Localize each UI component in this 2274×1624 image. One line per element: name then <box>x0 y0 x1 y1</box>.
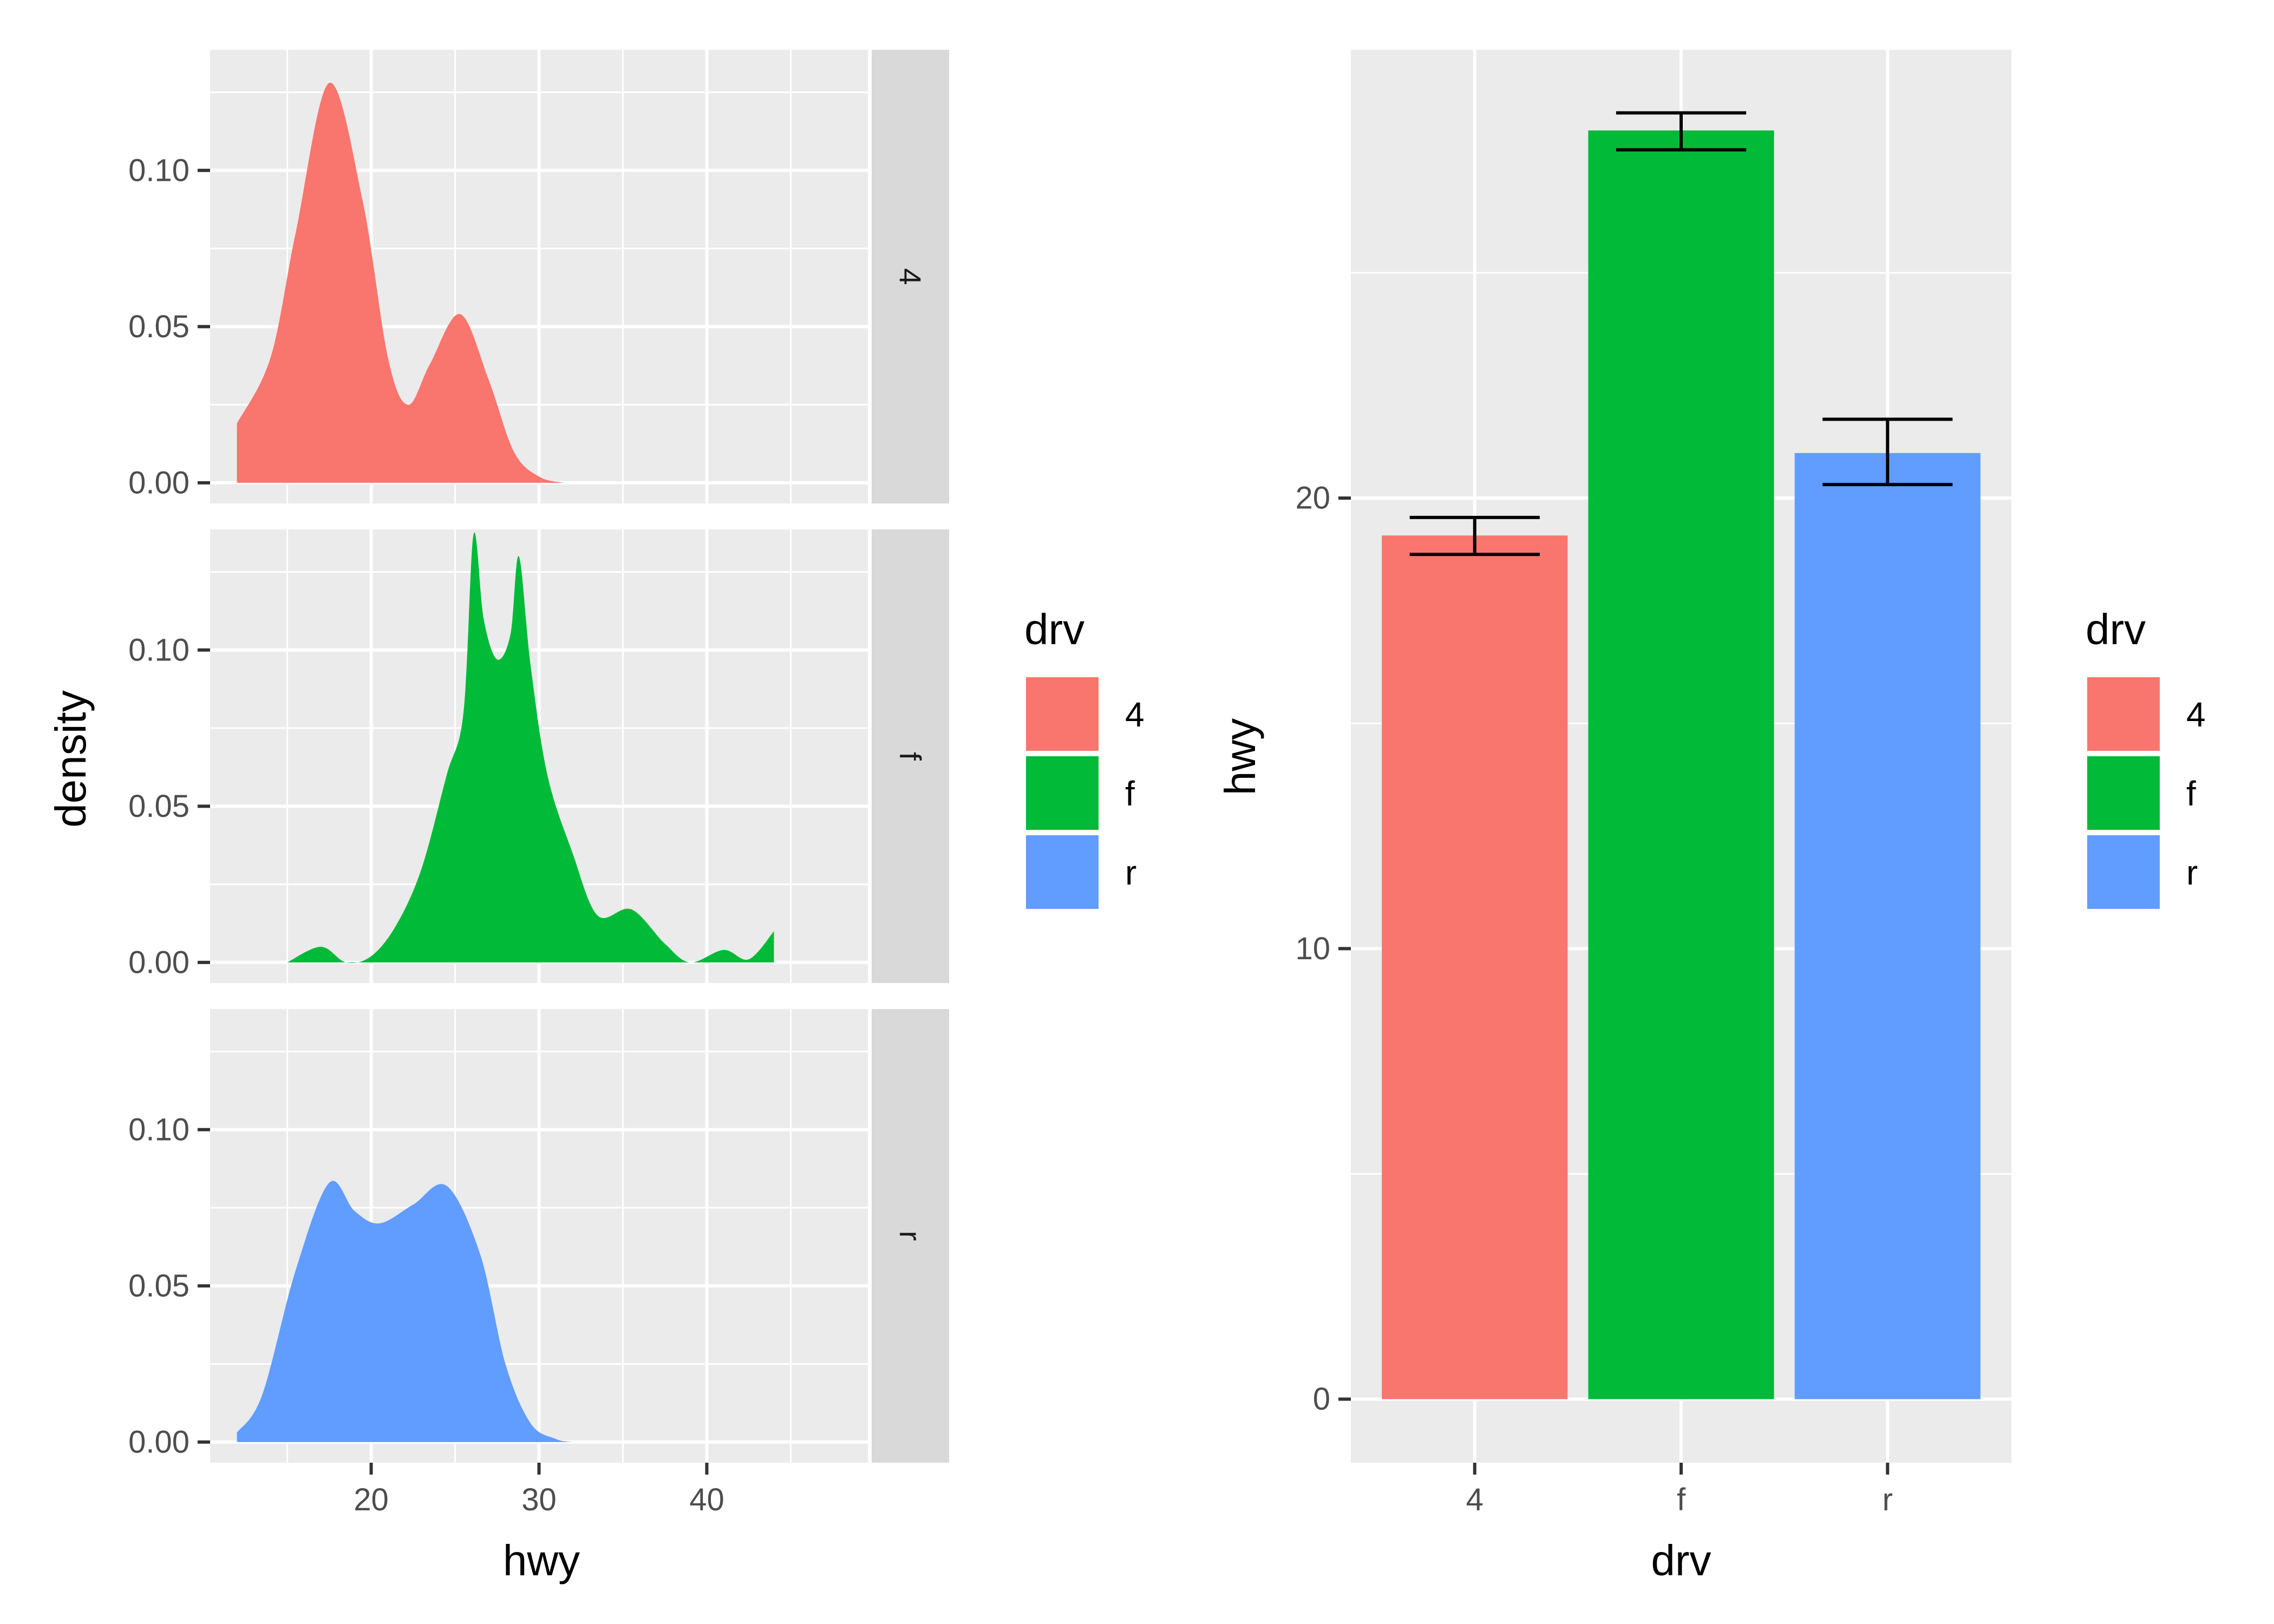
density-panel-4 <box>210 50 868 503</box>
bar-r <box>1794 453 1981 1399</box>
legend-drv-left: drv 4 f r <box>1023 605 1145 912</box>
density-panels <box>210 50 868 1463</box>
y-tick-label: 0.05 <box>128 309 190 344</box>
bar-y-axis-title: hwy <box>1216 718 1264 795</box>
error-bar-r <box>1822 417 1953 487</box>
legend-key-r <box>1023 832 1102 912</box>
legend-label-r: r <box>1125 853 1136 892</box>
error-bars <box>1409 111 1953 556</box>
density-facet-chart: 4 f r 0.00 0.05 0.10 0.00 0.05 0.10 0.00 0.05 0.10… <box>47 50 949 1584</box>
y-tick-label: 0.10 <box>128 1112 190 1147</box>
bar-y-axis: 0 10 20 <box>1295 481 1351 1417</box>
legend-key-f <box>2084 753 2163 833</box>
facet-strip-f: f <box>872 529 949 983</box>
y-tick-label: 0.00 <box>128 465 190 500</box>
x-tick-label: 4 <box>1466 1482 1484 1517</box>
facet-strips: 4 f r <box>872 50 949 1463</box>
y-tick-label: 0 <box>1313 1381 1330 1417</box>
facet-strip-label: r <box>893 1231 927 1241</box>
bar-f <box>1588 130 1774 1399</box>
facet-strip-label: 4 <box>893 268 927 285</box>
strip-background <box>872 1009 949 1463</box>
bar-4 <box>1382 535 1568 1399</box>
x-tick-label: r <box>1883 1482 1893 1517</box>
density-y-axes: 0.00 0.05 0.10 0.00 0.05 0.10 0.00 0.05 0.10 <box>128 153 210 1459</box>
x-tick-label: f <box>1677 1482 1686 1517</box>
x-tick-label: 30 <box>521 1482 557 1517</box>
density-y-axis-title: density <box>47 690 95 827</box>
error-bar-f <box>1616 111 1747 152</box>
legend-label-4: 4 <box>2186 695 2206 734</box>
bar-x-axis: 4 f r <box>1466 1463 1893 1517</box>
facet-strip-label: f <box>893 752 927 761</box>
legend-label-4: 4 <box>1125 695 1145 734</box>
density-area-f <box>287 532 774 963</box>
facet-strip-r: r <box>872 1009 949 1463</box>
density-area-r <box>237 1181 573 1442</box>
legend-title: drv <box>1024 605 1084 653</box>
strip-background <box>872 50 949 503</box>
bar-chart: 0 10 20 4 f r drv hwy <box>1216 50 2011 1584</box>
legend-key-r <box>2084 832 2163 912</box>
legend-label-r: r <box>2186 853 2198 892</box>
y-tick-label: 10 <box>1295 931 1330 966</box>
density-panel-f <box>210 529 868 983</box>
y-tick-label: 0.00 <box>128 1424 190 1459</box>
y-tick-label: 0.00 <box>128 945 190 980</box>
density-area-4 <box>237 82 564 483</box>
legend-label-f: f <box>1125 774 1135 813</box>
x-tick-label: 40 <box>689 1482 724 1517</box>
y-tick-label: 0.10 <box>128 632 190 667</box>
y-tick-label: 0.05 <box>128 1268 190 1304</box>
bars <box>1382 130 1981 1399</box>
facet-strip-4: 4 <box>872 50 949 503</box>
legend-key-4 <box>2084 674 2163 754</box>
density-panel-r <box>210 1009 868 1463</box>
y-tick-label: 0.05 <box>128 789 190 824</box>
error-bar-4 <box>1409 515 1540 556</box>
legend-key-f <box>1023 753 1102 833</box>
y-tick-label: 0.10 <box>128 153 190 188</box>
density-x-axis-title: hwy <box>503 1536 580 1584</box>
legend-drv-right: drv 4 f r <box>2084 605 2206 912</box>
legend-key-4 <box>1023 674 1102 754</box>
x-tick-label: 20 <box>354 1482 389 1517</box>
legend-label-f: f <box>2186 774 2196 813</box>
legend-title: drv <box>2086 605 2146 653</box>
strip-background <box>872 529 949 983</box>
y-tick-label: 20 <box>1295 481 1330 516</box>
density-x-axis: 20 30 40 <box>354 1463 724 1517</box>
bar-x-axis-title: drv <box>1651 1536 1711 1584</box>
